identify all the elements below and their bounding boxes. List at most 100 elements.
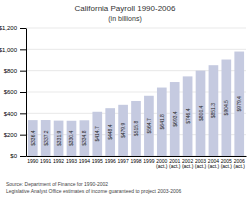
tick: $1,000	[0, 47, 26, 53]
tick-label: 2004(act.)	[208, 158, 220, 170]
bar	[234, 52, 244, 156]
data-label: $693.4	[172, 111, 178, 127]
tick-label-line: 1999	[143, 158, 154, 164]
data-label: $334.8	[81, 130, 87, 146]
data-label: $904.5	[223, 100, 229, 116]
tick-label: 1993	[66, 158, 77, 164]
tick-label: 2000(act.)	[156, 158, 168, 170]
tick-label: 2002(act.)	[182, 158, 194, 170]
tick: 2003(act.)	[195, 158, 207, 170]
bar	[144, 96, 154, 156]
tick: $600	[4, 89, 26, 95]
tick: $1,200	[0, 25, 26, 31]
tick-mark	[20, 49, 26, 50]
data-label: $331.9	[56, 130, 62, 146]
tick-mark	[20, 71, 26, 72]
bar	[170, 82, 180, 156]
tick-mark	[20, 113, 26, 114]
tick-label-line: (act.)	[221, 163, 233, 169]
bar	[80, 120, 90, 156]
tick-label: 1990	[27, 158, 38, 164]
data-label: $851.3	[210, 103, 216, 119]
tick: 2000(act.)	[156, 158, 168, 170]
tick-mark	[20, 135, 26, 136]
tick-label: $600	[4, 89, 18, 95]
subtitle: (in billions)	[108, 15, 141, 23]
data-label: $979.4	[236, 96, 242, 112]
tick-label: $1,000	[0, 47, 18, 53]
tick-label: $400	[4, 111, 18, 117]
tick: 2004(act.)	[208, 158, 220, 170]
bar	[118, 105, 128, 156]
tick: 1990	[27, 158, 38, 164]
data-label: $330.4	[68, 131, 74, 147]
data-labels: $336.4$337.2$331.9$330.4$334.8$414.7$448…	[30, 96, 242, 146]
tick-label: 1995	[92, 158, 103, 164]
annotation: Source: Department of Finance for 1990-2…	[6, 181, 108, 187]
tick-label-line: 1994	[79, 158, 90, 164]
tick-mark	[20, 92, 26, 93]
grid-line	[26, 49, 246, 50]
tick: 1995	[92, 158, 103, 164]
data-label: $564.7	[146, 118, 152, 134]
bar	[67, 121, 77, 156]
data-label: $414.7	[94, 126, 100, 142]
chart: California Payroll 1990-2006 (in billions…	[0, 0, 250, 200]
tick-label-line: (act.)	[182, 163, 194, 169]
tick-label-line: 1998	[130, 158, 141, 164]
bar	[54, 121, 64, 156]
grid-line	[26, 28, 246, 29]
tick: $800	[4, 68, 26, 74]
tick: 2006(act.)	[234, 158, 246, 170]
bar	[28, 120, 38, 156]
tick-label-line: 1991	[40, 158, 51, 164]
tick-label: 2001(act.)	[169, 158, 181, 170]
tick-label-line: (act.)	[156, 163, 168, 169]
bar	[209, 65, 219, 156]
bar	[131, 101, 141, 156]
tick-label: 2003(act.)	[195, 158, 207, 170]
tick-label: 1996	[105, 158, 116, 164]
data-label: $448.4	[107, 124, 113, 140]
tick: 1999	[143, 158, 154, 164]
tick: 1998	[130, 158, 141, 164]
bar	[196, 71, 206, 156]
tick-mark	[20, 156, 26, 157]
bar	[41, 120, 51, 156]
tick-label: 1998	[130, 158, 141, 164]
x-axis: 1990199119921993199419951996199719981999…	[27, 157, 247, 170]
bar	[157, 88, 167, 156]
tick: 2002(act.)	[182, 158, 194, 170]
tick: 1997	[118, 158, 129, 164]
tick: 1996	[105, 158, 116, 164]
bar	[105, 108, 115, 156]
data-label: $800.4	[198, 105, 204, 121]
tick: 1994	[79, 158, 90, 164]
data-label: $641.8	[159, 114, 165, 130]
grid	[26, 28, 246, 156]
tick-mark	[20, 28, 26, 29]
tick-label: $200	[4, 132, 18, 138]
axis-line	[26, 29, 27, 157]
tick: $0	[10, 153, 26, 159]
tick-label: 2005(act.)	[221, 158, 233, 170]
tick-label: 1992	[53, 158, 64, 164]
annotations: Source: Department of Finance for 1990-2…	[6, 181, 182, 194]
tick: 1992	[53, 158, 64, 164]
annotation: Legislative Analyst Office estimates of …	[6, 188, 182, 194]
data-label: $515.8	[133, 121, 139, 137]
data-label: $746.4	[185, 108, 191, 124]
tick-label-line: 1995	[92, 158, 103, 164]
tick-label-line: 1993	[66, 158, 77, 164]
tick-label-line: (act.)	[208, 163, 220, 169]
tick-label: 2006(act.)	[234, 158, 246, 170]
tick-label-line: 1992	[53, 158, 64, 164]
bars	[28, 52, 244, 156]
y-axis: $0 $200 $400 $600 $800 $1,000 $1,200	[0, 25, 27, 159]
tick-label: 1991	[40, 158, 51, 164]
tick-label: 1994	[79, 158, 90, 164]
title: California Payroll 1990-2006	[75, 4, 177, 13]
tick: $400	[4, 111, 26, 117]
tick: 2001(act.)	[169, 158, 181, 170]
bar	[221, 60, 231, 156]
